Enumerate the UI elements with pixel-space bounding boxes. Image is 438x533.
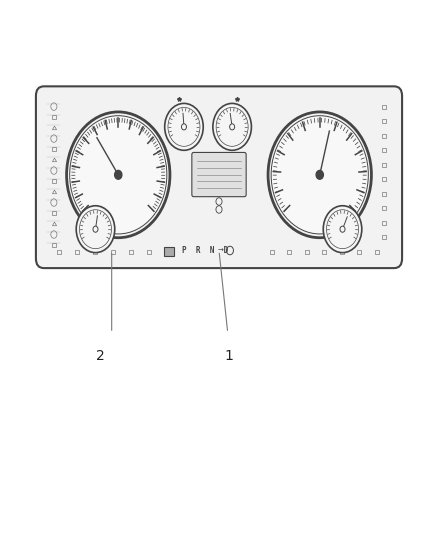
Text: →: → xyxy=(218,247,223,254)
Circle shape xyxy=(115,171,122,179)
Text: P  R  N  D: P R N D xyxy=(182,246,229,255)
Circle shape xyxy=(70,116,166,233)
Circle shape xyxy=(323,206,362,253)
Circle shape xyxy=(213,103,251,150)
FancyBboxPatch shape xyxy=(192,152,246,197)
Circle shape xyxy=(76,206,115,253)
Circle shape xyxy=(340,226,345,232)
FancyBboxPatch shape xyxy=(36,86,402,268)
Circle shape xyxy=(230,124,235,130)
Circle shape xyxy=(181,124,187,130)
Circle shape xyxy=(93,226,98,232)
Circle shape xyxy=(165,103,203,150)
Bar xyxy=(164,247,174,256)
Circle shape xyxy=(272,116,368,233)
Text: 1: 1 xyxy=(225,349,233,363)
Text: 2: 2 xyxy=(96,349,105,363)
Circle shape xyxy=(316,171,323,179)
